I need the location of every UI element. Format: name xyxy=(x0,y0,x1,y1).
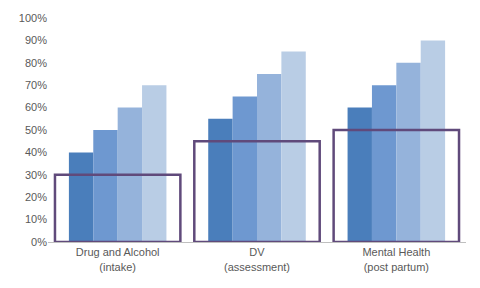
svg-text:DV(assessment): DV(assessment) xyxy=(224,246,290,272)
svg-text:70%: 70% xyxy=(25,79,47,91)
svg-text:40%: 40% xyxy=(25,146,47,158)
svg-text:30%: 30% xyxy=(25,169,47,181)
svg-text:90%: 90% xyxy=(25,34,47,46)
svg-text:50%: 50% xyxy=(25,124,47,136)
svg-text:60%: 60% xyxy=(25,101,47,113)
svg-text:80%: 80% xyxy=(25,57,47,69)
svg-text:0%: 0% xyxy=(31,236,47,248)
svg-text:100%: 100% xyxy=(19,12,47,24)
svg-text:Drug and Alcohol(intake): Drug and Alcohol(intake) xyxy=(76,246,160,272)
svg-text:Mental Health(post partum): Mental Health(post partum) xyxy=(362,246,430,272)
svg-text:10%: 10% xyxy=(25,213,47,225)
svg-text:20%: 20% xyxy=(25,191,47,203)
